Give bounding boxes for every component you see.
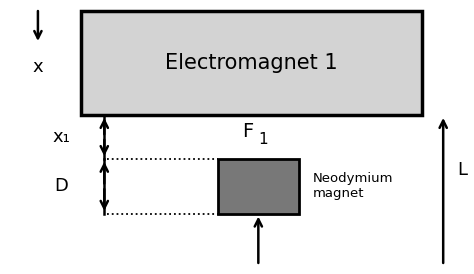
Text: D: D [55, 177, 69, 195]
Text: x₁: x₁ [53, 128, 71, 146]
Bar [81, 11, 422, 115]
Text: 1: 1 [258, 132, 268, 147]
Text: Electromagnet 1: Electromagnet 1 [165, 53, 337, 73]
Text: x: x [33, 58, 43, 76]
Text: L: L [457, 161, 467, 179]
Text: F: F [242, 122, 254, 141]
Text: Neodymium
magnet: Neodymium magnet [313, 172, 393, 200]
Bar [218, 159, 299, 214]
